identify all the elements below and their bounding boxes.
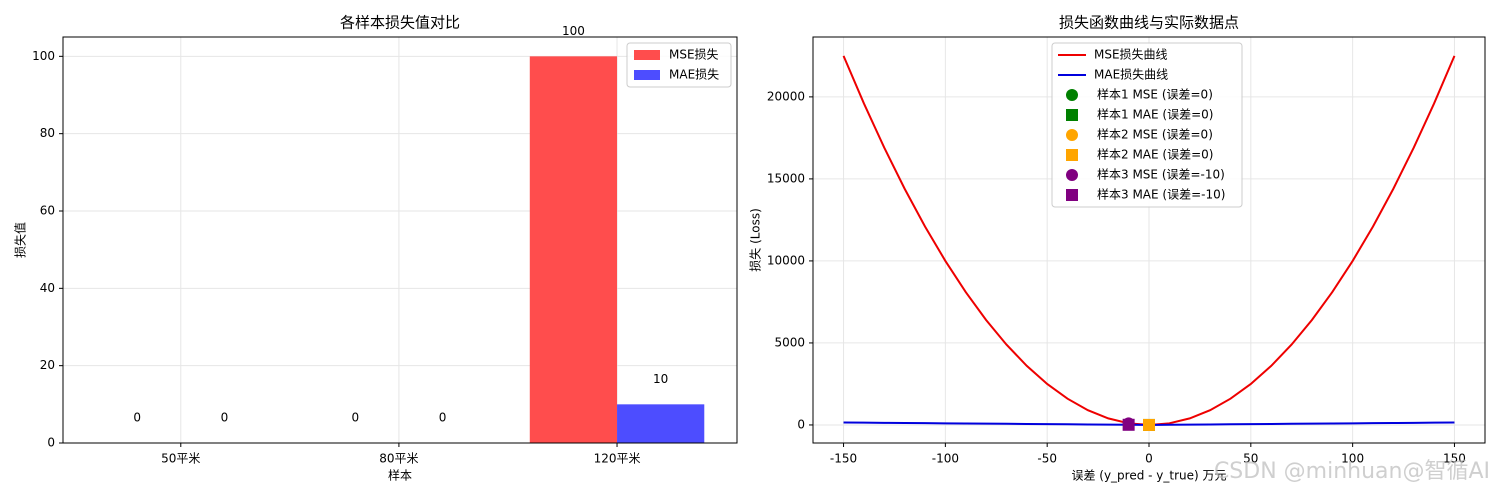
value-label: 0 [439, 411, 447, 425]
legend-label: MAE损失 [669, 67, 719, 82]
y-tick-label: 100 [32, 49, 55, 63]
legend: MSE损失 MAE损失 [626, 42, 732, 88]
x-axis-label: 误差 (y_pred - y_true) 万元 [1071, 469, 1226, 483]
legend-swatch [1066, 109, 1078, 121]
legend-label: 样本3 MSE (误差=-10) [1097, 167, 1225, 182]
value-label: 0 [221, 411, 229, 425]
x-tick-label: 120平米 [594, 452, 641, 466]
x-tick-label: 0 [1145, 452, 1153, 466]
y-tick-label: 60 [40, 204, 55, 218]
legend-swatch [1066, 89, 1078, 101]
legend-label: MAE损失曲线 [1094, 67, 1168, 82]
x-tick-label: 80平米 [379, 452, 418, 466]
legend-label: 样本2 MSE (误差=0) [1097, 127, 1213, 142]
watermark: CSDN @minhuan@智循AI [1214, 459, 1490, 484]
subplot: 0 5000 10000 15000 20000 -150 -100 -50 0 50 100 150… [748, 14, 1486, 483]
chart-title: 各样本损失值对比 [340, 14, 460, 32]
value-label: 100 [562, 24, 585, 38]
legend-swatch [634, 50, 660, 60]
x-tick-label: 100 [1341, 452, 1364, 466]
value-label: 10 [653, 372, 668, 386]
x-tick-label: -100 [932, 452, 959, 466]
x-tick-label: 50平米 [161, 452, 200, 466]
plot-frame [62, 36, 738, 444]
y-axis-label: 损失值 [13, 222, 28, 258]
legend-label: 样本3 MAE (误差=-10) [1097, 187, 1225, 202]
value-label: 0 [133, 411, 141, 425]
legend-label: MSE损失 [669, 47, 719, 62]
value-label: 0 [351, 411, 359, 425]
bar [529, 56, 618, 443]
y-tick-label: 0 [797, 417, 805, 431]
point [1143, 418, 1155, 431]
legend-label: MSE损失曲线 [1094, 47, 1168, 62]
x-tick-label: 50 [1243, 452, 1258, 466]
chart-title: 损失函数曲线与实际数据点 [1059, 14, 1239, 32]
y-tick-label: 20000 [767, 89, 805, 103]
legend-swatch [1066, 189, 1078, 201]
legend-label: 样本1 MSE (误差=0) [1097, 87, 1213, 102]
y-tick-label: 20 [40, 358, 55, 372]
y-tick-label: 5000 [774, 335, 805, 349]
plot-frame [812, 36, 1486, 444]
legend-swatch [1066, 149, 1078, 161]
bar [617, 404, 705, 443]
legend-label: 样本2 MAE (误差=0) [1097, 147, 1213, 162]
legend-frame [1051, 42, 1243, 208]
x-tick-label: -50 [1037, 452, 1057, 466]
y-tick-label: 15000 [767, 171, 805, 185]
y-tick-label: 0 [47, 436, 55, 450]
y-axis-label: 损失 (Loss) [748, 208, 763, 272]
point [1122, 418, 1135, 431]
x-axis-label: 样本 [388, 468, 412, 483]
y-tick-label: 40 [40, 281, 55, 295]
y-tick-label: 80 [40, 126, 55, 140]
x-tick-label: 150 [1443, 452, 1466, 466]
x-tick-label: -150 [830, 452, 857, 466]
legend-swatch [634, 70, 660, 80]
legend-swatch [1066, 169, 1078, 181]
y-tick-label: 10000 [767, 253, 805, 267]
legend-swatch [1066, 129, 1078, 141]
legend-label: 样本1 MAE (误差=0) [1097, 107, 1213, 122]
